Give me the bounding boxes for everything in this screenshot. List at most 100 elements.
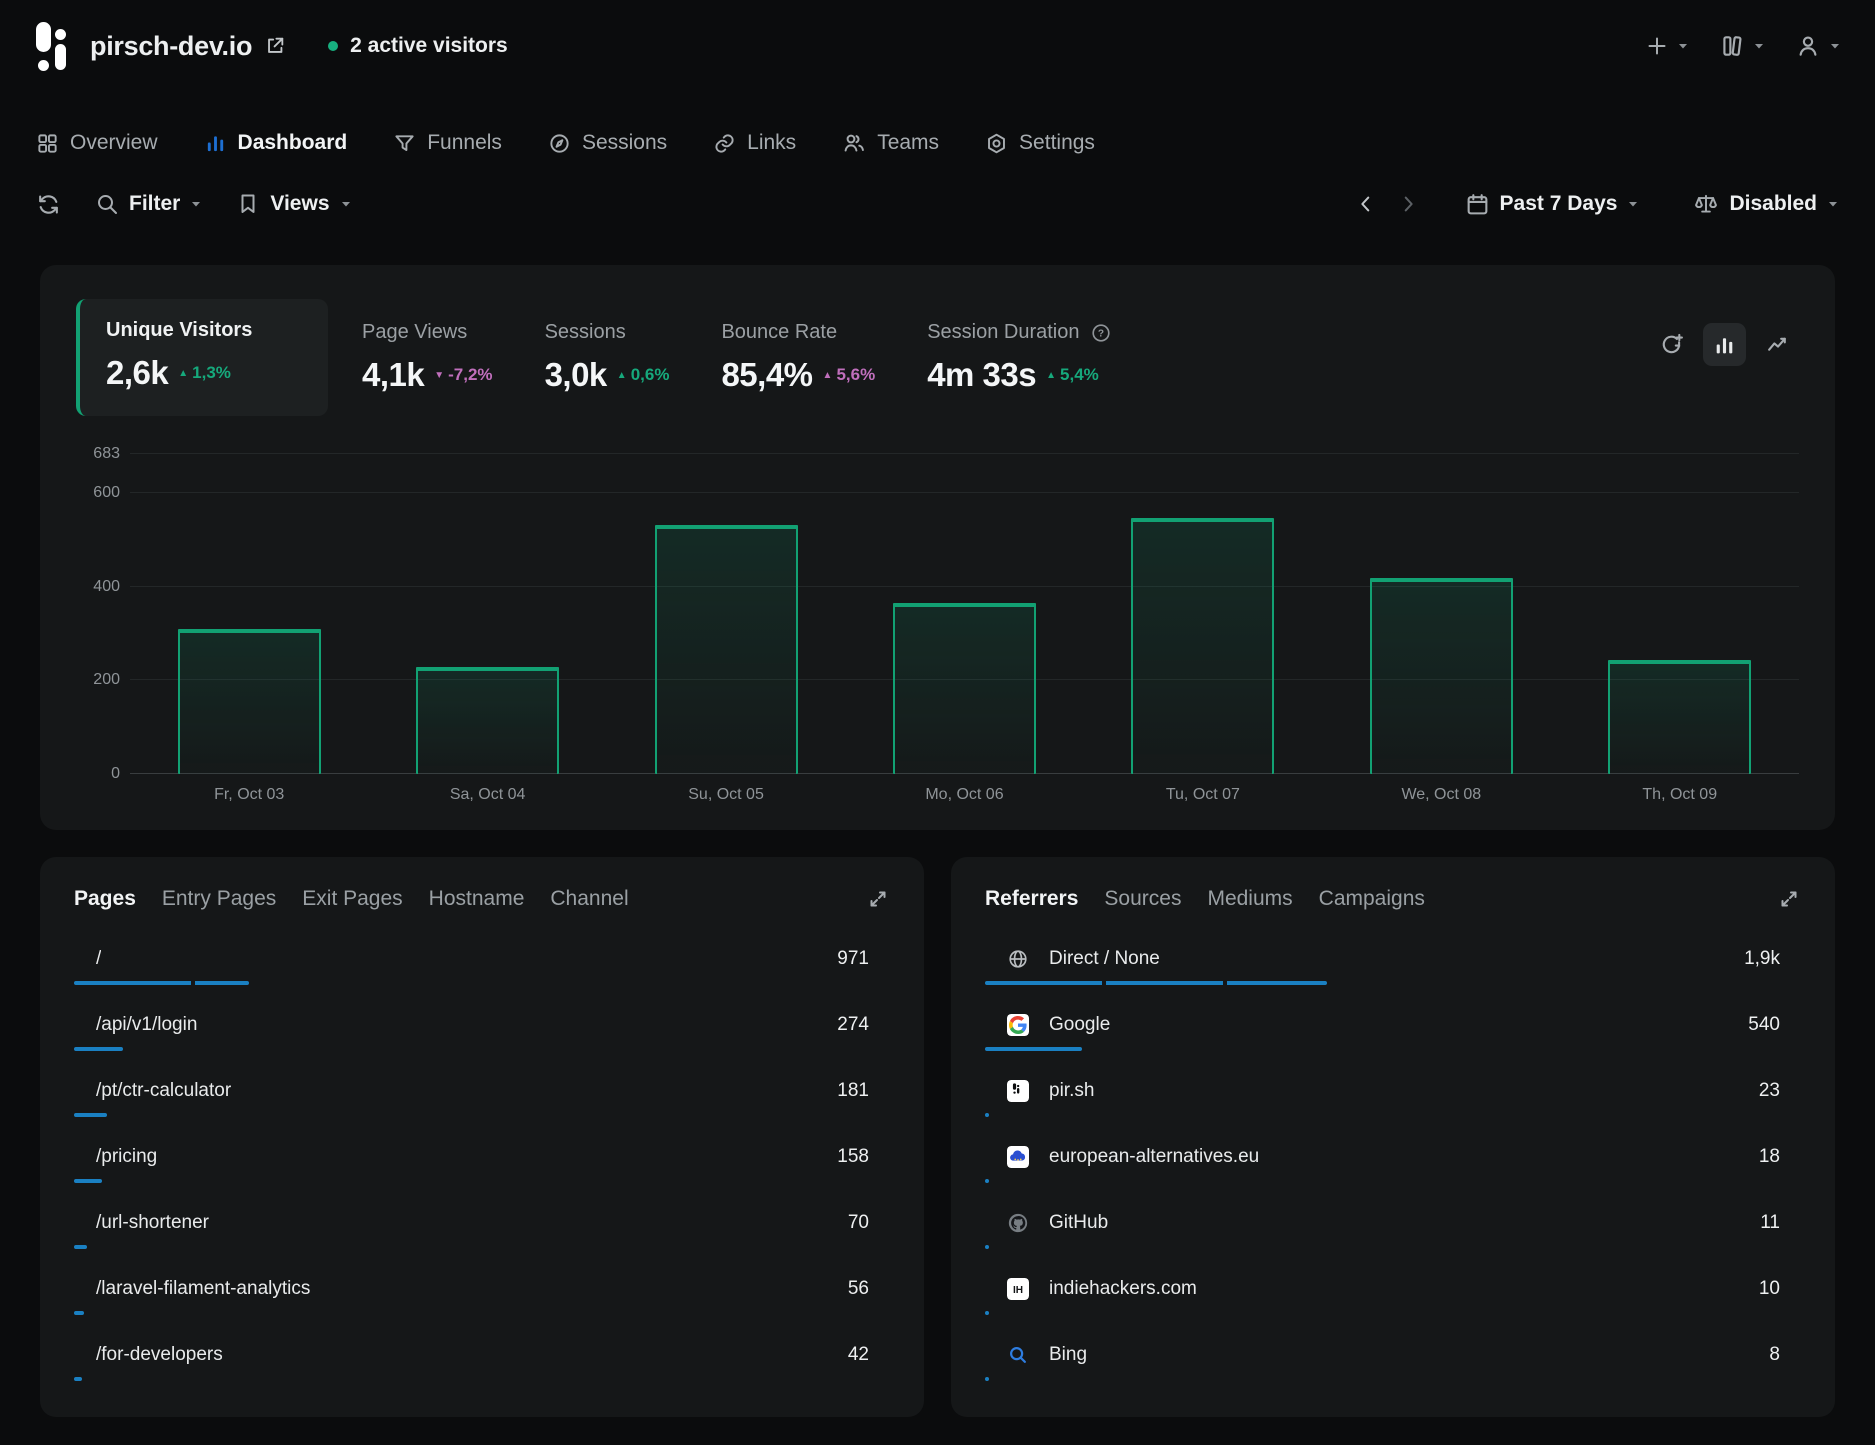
list-row-european-alternatives-eu[interactable]: european-alternatives.eu 18 bbox=[951, 1133, 1835, 1199]
referrers-panel-tabs: Referrers Sources Mediums Campaigns bbox=[951, 887, 1835, 911]
row-value: 274 bbox=[837, 1014, 869, 1035]
add-dropdown-button[interactable] bbox=[1645, 34, 1689, 58]
line-chart-icon bbox=[1768, 337, 1786, 351]
row-value: 8 bbox=[1769, 1344, 1780, 1365]
nav-item-funnels[interactable]: Funnels bbox=[393, 131, 502, 155]
nav-item-overview[interactable]: Overview bbox=[36, 131, 158, 155]
list-row-indiehackers-com[interactable]: IH indiehackers.com 10 bbox=[951, 1265, 1835, 1331]
stat-bounce-rate[interactable]: Bounce Rate 85,4% ▲ 5,6% bbox=[721, 299, 875, 394]
site-title: pirsch-dev.io bbox=[90, 30, 253, 61]
live-dot-icon bbox=[328, 41, 339, 51]
stat-value: 4m 33s bbox=[927, 356, 1037, 393]
list-row-api-v1-login[interactable]: /api/v1/login 274 bbox=[40, 1001, 924, 1067]
nav-item-label: Teams bbox=[877, 131, 940, 154]
nav-item-links[interactable]: Links bbox=[713, 131, 796, 155]
prev-period-button[interactable] bbox=[1355, 193, 1377, 215]
row-value-bar bbox=[985, 1245, 989, 1249]
help-icon[interactable]: ? bbox=[1090, 322, 1112, 344]
row-label: /pt/ctr-calculator bbox=[96, 1080, 232, 1101]
top-bar: pirsch-dev.io 2 active visitors bbox=[0, 0, 1875, 92]
row-value-bar bbox=[74, 1377, 82, 1381]
account-dropdown-button[interactable] bbox=[1795, 33, 1841, 59]
stat-page-views[interactable]: Page Views 4,1k ▼ -7,2% bbox=[362, 299, 493, 394]
stat-delta: ▲ 1,3% bbox=[178, 363, 231, 382]
tab-entry-pages[interactable]: Entry Pages bbox=[161, 887, 277, 910]
list-row-pir-sh[interactable]: pir.sh 23 bbox=[951, 1067, 1835, 1133]
sites-dropdown-button[interactable] bbox=[1719, 33, 1765, 59]
refresh-icon bbox=[39, 194, 58, 214]
refresh-button[interactable] bbox=[36, 192, 61, 217]
compare-periods-button[interactable] bbox=[1650, 323, 1693, 366]
search-icon bbox=[98, 195, 117, 214]
tab-campaigns[interactable]: Campaigns bbox=[1318, 887, 1425, 910]
views-button[interactable]: Views bbox=[236, 192, 351, 216]
expand-icon[interactable] bbox=[866, 887, 890, 911]
active-visitors: 2 active visitors bbox=[328, 34, 508, 58]
chart-bar-we-oct-08[interactable] bbox=[1369, 578, 1513, 774]
next-period-button[interactable] bbox=[1397, 193, 1419, 215]
nav-item-settings[interactable]: Settings bbox=[985, 131, 1095, 155]
views-label: Views bbox=[270, 192, 330, 215]
stat-label: Sessions bbox=[544, 321, 626, 343]
row-label: /laravel-filament-analytics bbox=[96, 1278, 311, 1299]
tab-hostname[interactable]: Hostname bbox=[428, 887, 525, 910]
tab-mediums[interactable]: Mediums bbox=[1207, 887, 1293, 910]
row-value-bar bbox=[985, 1311, 989, 1315]
date-range-button[interactable]: Past 7 Days bbox=[1465, 192, 1640, 217]
row-value-bar bbox=[74, 1113, 107, 1117]
list-row-direct-none[interactable]: Direct / None 1,9k bbox=[951, 935, 1835, 1001]
tab-channel[interactable]: Channel bbox=[550, 887, 629, 910]
chart-bar-mo-oct-06[interactable] bbox=[892, 602, 1036, 774]
chart-bar-sa-oct-04[interactable] bbox=[416, 667, 560, 774]
stat-session-duration[interactable]: Session Duration? 4m 33s ▲ 5,4% bbox=[927, 299, 1111, 394]
row-value: 181 bbox=[837, 1080, 869, 1101]
x-axis-label: Fr, Oct 03 bbox=[214, 786, 285, 803]
list-row-github[interactable]: GitHub 11 bbox=[951, 1199, 1835, 1265]
list-row-for-developers[interactable]: /for-developers 42 bbox=[40, 1331, 924, 1397]
line-chart-view-button[interactable] bbox=[1756, 323, 1799, 366]
tab-pages[interactable]: Pages bbox=[74, 887, 136, 910]
row-value-bar bbox=[985, 981, 1327, 985]
chart-bar-th-oct-09[interactable] bbox=[1608, 660, 1752, 774]
list-row-laravel-filament-analytics[interactable]: /laravel-filament-analytics 56 bbox=[40, 1265, 924, 1331]
row-value-bar bbox=[74, 1179, 103, 1183]
settings-icon bbox=[985, 132, 1008, 155]
chart-bar-fr-oct-03[interactable] bbox=[177, 629, 321, 774]
list-row-[interactable]: / 971 bbox=[40, 935, 924, 1001]
list-row-bing[interactable]: Bing 8 bbox=[951, 1331, 1835, 1397]
stat-sessions[interactable]: Sessions 3,0k ▲ 0,6% bbox=[545, 299, 670, 394]
chevron-down-icon bbox=[341, 202, 350, 207]
row-label: Google bbox=[1049, 1014, 1111, 1035]
chart-bar-tu-oct-07[interactable] bbox=[1131, 518, 1275, 774]
list-row-pt-ctr-calculator[interactable]: /pt/ctr-calculator 181 bbox=[40, 1067, 924, 1133]
bar-chart-view-button[interactable] bbox=[1703, 323, 1746, 366]
links-icon bbox=[713, 132, 736, 155]
tab-sources[interactable]: Sources bbox=[1104, 887, 1182, 910]
list-row-url-shortener[interactable]: /url-shortener 70 bbox=[40, 1199, 924, 1265]
nav-item-sessions[interactable]: Sessions bbox=[548, 131, 667, 155]
pages-panel-tabs: Pages Entry Pages Exit Pages Hostname Channe… bbox=[40, 887, 924, 911]
list-row-pricing[interactable]: /pricing 158 bbox=[40, 1133, 924, 1199]
list-row-google[interactable]: Google 540 bbox=[951, 1001, 1835, 1067]
row-label: / bbox=[96, 948, 102, 969]
filter-button[interactable]: Filter bbox=[95, 192, 202, 216]
external-link-icon[interactable] bbox=[264, 35, 286, 57]
x-axis-label: Sa, Oct 04 bbox=[449, 786, 526, 803]
tab-exit-pages[interactable]: Exit Pages bbox=[302, 887, 403, 910]
github-icon bbox=[1007, 1212, 1029, 1234]
tab-referrers[interactable]: Referrers bbox=[985, 887, 1079, 910]
comparison-button[interactable]: Disabled bbox=[1693, 191, 1839, 217]
dashboard-icon bbox=[204, 132, 227, 155]
stat-value: 4,1k bbox=[362, 356, 425, 393]
nav-item-teams[interactable]: Teams bbox=[842, 131, 939, 155]
row-label: pir.sh bbox=[1049, 1080, 1095, 1101]
stat-unique-visitors[interactable]: Unique Visitors 2,6k ▲ 1,3% bbox=[76, 299, 328, 416]
chart-bar-su-oct-05[interactable] bbox=[654, 525, 798, 774]
stat-label: Page Views bbox=[362, 321, 468, 343]
bookmark-icon bbox=[241, 194, 255, 213]
nav-item-dashboard[interactable]: Dashboard bbox=[204, 131, 347, 155]
nav-item-label: Links bbox=[747, 131, 797, 154]
row-value: 18 bbox=[1758, 1146, 1780, 1167]
active-visitors-label: 2 active visitors bbox=[350, 34, 508, 57]
expand-icon[interactable] bbox=[1777, 887, 1801, 911]
